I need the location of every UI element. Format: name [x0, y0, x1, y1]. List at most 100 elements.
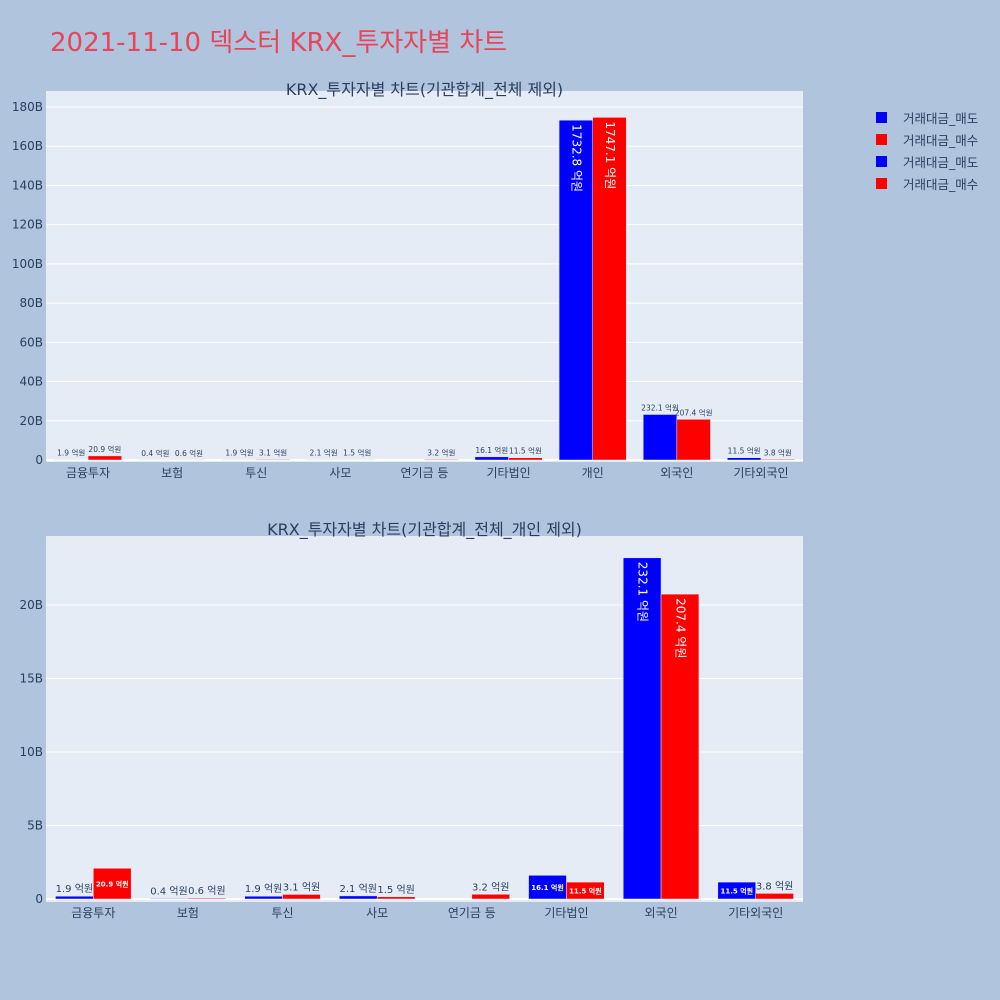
data-label: 1732.8 억원: [569, 124, 583, 192]
x-tick-label: 금융투자: [71, 906, 115, 920]
data-label: 207.4 억원: [675, 408, 713, 417]
data-label: 2.1 억원: [340, 883, 377, 895]
data-label: 3.2 억원: [427, 448, 455, 457]
data-label: 3.1 억원: [283, 881, 320, 893]
y-tick-label: 160B: [12, 139, 43, 153]
bar: [376, 896, 416, 900]
data-label: 3.2 억원: [472, 881, 509, 893]
x-tick-label: 기타외국인: [728, 906, 783, 920]
data-label: 3.1 억원: [259, 448, 287, 457]
bar: [149, 898, 189, 900]
y-tick-label: 60B: [19, 335, 43, 349]
y-tick-label: 20B: [19, 598, 43, 612]
plot-area: [46, 91, 803, 462]
data-label: 3.8 억원: [756, 880, 793, 892]
y-tick-label: 140B: [12, 178, 43, 192]
x-tick-label: 사모: [329, 466, 351, 480]
data-label: 3.8 억원: [764, 448, 792, 457]
legend-item[interactable]: 거래대금_매도: [876, 150, 978, 172]
data-label: 16.1 억원: [531, 883, 564, 892]
bar: [755, 893, 794, 900]
bar: [727, 457, 762, 461]
legend-swatch: [876, 133, 887, 145]
x-tick-label: 외국인: [660, 466, 693, 480]
x-tick-label: 개인: [582, 466, 604, 480]
legend-swatch: [876, 111, 887, 123]
legend-swatch: [876, 155, 887, 167]
y-tick-label: 120B: [12, 218, 43, 232]
y-tick-label: 0: [35, 892, 43, 906]
y-tick-label: 15B: [19, 672, 43, 686]
x-tick-label: 보험: [161, 466, 183, 480]
legend-label: 거래대금_매도: [903, 154, 979, 170]
data-label: 1.9 억원: [57, 449, 85, 458]
data-label: 11.5 억원: [509, 447, 542, 456]
data-label: 20.9 억원: [88, 445, 121, 454]
bar: [474, 456, 509, 461]
data-label: 0.4 억원: [150, 885, 187, 897]
data-label: 11.5 억원: [720, 887, 753, 896]
data-label: 20.9 억원: [96, 880, 129, 889]
data-label: 1.9 억원: [225, 449, 253, 458]
x-tick-label: 금융투자: [66, 466, 110, 480]
y-tick-label: 40B: [19, 375, 43, 389]
data-label: 232.1 억원: [636, 562, 650, 622]
data-label: 207.4 억원: [673, 598, 687, 658]
x-tick-label: 외국인: [645, 906, 678, 920]
x-tick-label: 보험: [177, 906, 199, 920]
bar: [244, 895, 283, 900]
bar: [717, 881, 756, 900]
y-tick-label: 80B: [19, 296, 43, 310]
data-label: 1747.1 억원: [603, 121, 617, 189]
y-tick-label: 180B: [12, 100, 43, 114]
bar: [187, 897, 227, 900]
chart-title: KRX_투자자별 차트(기관합계_전체_개인 제외): [267, 520, 582, 540]
bar: [93, 868, 132, 900]
data-label: 1.9 억원: [245, 883, 282, 895]
data-label: 11.5 억원: [728, 447, 761, 456]
x-tick-label: 투신: [272, 906, 294, 920]
data-label: 0.6 억원: [188, 885, 225, 897]
bar: [508, 457, 543, 461]
data-label: 0.4 억원: [141, 449, 169, 458]
data-label: 1.5 억원: [343, 449, 371, 458]
bar: [471, 894, 510, 900]
data-label: 1.5 억원: [377, 884, 414, 896]
y-tick-label: 100B: [12, 257, 43, 271]
bar: [622, 557, 662, 900]
chart-1: 0 20B 40B 60B 80B 100B 120B 140B 160B 180B KRX_투자자…: [12, 80, 803, 480]
page-title: 2021-11-10 덱스터 KRX_투자자별 차트: [50, 28, 508, 58]
data-label: 16.1 억원: [475, 446, 508, 455]
bar: [87, 455, 122, 461]
x-tick-label: 투신: [245, 466, 267, 480]
legend-item[interactable]: 거래대금_매수: [876, 172, 978, 194]
legend-item[interactable]: 거래대금_매수: [876, 128, 978, 150]
legend[interactable]: 거래대금_매도 거래대금_매수 거래대금_매도 거래대금_매수: [876, 106, 978, 194]
y-tick-label: 10B: [19, 745, 43, 759]
x-tick-label: 사모: [366, 906, 388, 920]
legend-label: 거래대금_매도: [903, 110, 979, 126]
bar: [760, 459, 795, 461]
bar: [660, 593, 700, 900]
bar: [339, 895, 378, 900]
bar: [642, 414, 678, 461]
y-tick-label: 0: [35, 453, 43, 467]
bar: [592, 117, 627, 461]
data-label: 232.1 억원: [641, 403, 679, 412]
x-tick-label: 기타외국인: [733, 466, 788, 480]
bar: [676, 419, 711, 461]
y-tick-label: 5B: [27, 819, 43, 833]
data-label: 2.1 억원: [310, 449, 338, 458]
bar: [424, 459, 459, 461]
bar: [558, 119, 593, 461]
bar: [256, 459, 291, 461]
data-label: 11.5 억원: [569, 887, 602, 896]
chart-2: 0 5B 10B 15B 20B KRX_투자자별 차트(기관합계_전체_개인 제외) 금융…: [19, 520, 803, 920]
legend-item[interactable]: 거래대금_매도: [876, 106, 978, 128]
bar: [282, 894, 321, 900]
x-tick-label: 기타법인: [487, 466, 531, 480]
legend-label: 거래대금_매수: [903, 176, 979, 192]
legend-label: 거래대금_매수: [903, 132, 979, 148]
legend-swatch: [876, 177, 887, 189]
